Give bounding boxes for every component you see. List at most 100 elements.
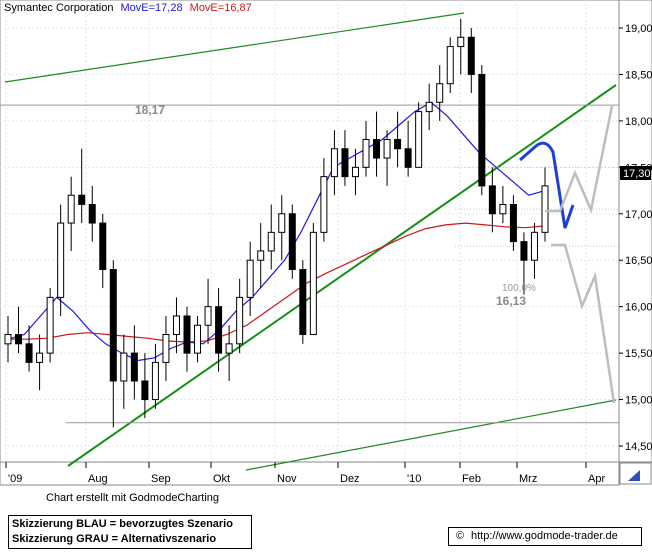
chart-header: Symantec Corporation MovE=17,28 MovE=16,… [4, 2, 252, 14]
candle-body [36, 352, 44, 363]
x-tick-label: Sep [151, 473, 171, 485]
blue-scenario-path [519, 141, 575, 229]
candle-body [67, 194, 75, 224]
candles [4, 18, 549, 428]
copyright-icon: © [455, 530, 465, 542]
y-tick-label: 15,50 [625, 348, 652, 360]
candle-body [25, 343, 33, 363]
source-link[interactable]: © http://www.godmode-trader.de [448, 527, 642, 546]
candle-body [194, 324, 202, 354]
moving-averages [7, 101, 546, 362]
candle-body [488, 185, 496, 215]
candle-body [172, 315, 180, 336]
candle-body [204, 306, 212, 326]
candle-body [78, 194, 86, 205]
grid [0, 0, 619, 462]
candle-body [88, 203, 96, 224]
source-url[interactable]: http://www.godmode-trader.de [471, 530, 618, 542]
candle-body [362, 138, 370, 168]
candle-body [109, 269, 117, 382]
candle-body [520, 241, 528, 261]
chart-credit: Chart erstellt mit GodmodeCharting [46, 492, 220, 504]
scenario-sketches [519, 105, 616, 404]
candle-body [530, 231, 538, 261]
support-trendline [67, 84, 617, 467]
scenario-legend: Skizzierung BLAU = bevorzugtes Szenario … [8, 515, 252, 549]
candle-body [299, 269, 307, 336]
candle-body [320, 176, 328, 233]
x-tick-label: Okt [213, 473, 230, 485]
candle-body [467, 36, 475, 75]
ma-red-label: MovE=16,87 [190, 2, 252, 14]
candle-body [541, 185, 549, 233]
candle-body [415, 111, 423, 168]
y-tick-label: 18,00 [625, 116, 652, 128]
candle-body [373, 138, 381, 159]
trend-lines [4, 12, 617, 471]
y-axis-panel [618, 0, 652, 463]
last-price-tag [620, 166, 651, 180]
instrument-name: Symantec Corporation [4, 2, 113, 14]
legend-line-gray: Skizzierung GRAU = Alternativszenario [12, 533, 217, 545]
ma-blue-label: MovE=17,28 [121, 2, 183, 14]
y-tick-label: 19,00 [625, 23, 652, 35]
x-axis-scroll-button[interactable] [619, 462, 652, 485]
candle-body [404, 148, 412, 168]
candle-body [383, 138, 391, 159]
moving-average-line [8, 222, 546, 343]
candle-body [478, 73, 486, 187]
candle-body [15, 334, 23, 345]
y-tick-label: 16,50 [625, 255, 652, 267]
x-tick-label: Mrz [519, 473, 537, 485]
candle-body [457, 36, 465, 48]
candle-body [330, 148, 338, 178]
candle-body [46, 296, 54, 354]
last-price-value: 17,30 [623, 168, 651, 180]
legend-line-blue: Skizzierung BLAU = bevorzugtes Szenario [12, 518, 233, 530]
gray-scenario-path-down [551, 243, 616, 404]
x-tick-label: Nov [277, 473, 297, 485]
candle-body [130, 352, 138, 382]
candle-body [509, 203, 517, 243]
x-axis-ticks: '09 Aug Sep Okt Nov Dez '10 Feb Mrz Apr [5, 462, 605, 485]
candle-body [257, 250, 265, 261]
candle-body [225, 343, 233, 354]
moving-average-line [7, 101, 546, 362]
x-tick-label: Dez [340, 473, 360, 485]
level-label-1817: 18,17 [135, 103, 165, 117]
lower-channel-line [245, 399, 617, 471]
candle-body [141, 380, 149, 401]
x-axis-panel [0, 461, 620, 486]
candle-body [215, 306, 223, 354]
candle-body [151, 361, 159, 401]
upper-channel-line [4, 12, 465, 83]
candle-body [99, 222, 107, 271]
x-tick-label: Feb [462, 473, 481, 485]
candle-body [183, 315, 191, 354]
candle-body [499, 203, 507, 215]
x-tick-label: '09 [8, 473, 22, 485]
fib-pct-label: 100,0% [502, 283, 536, 294]
gray-scenario-path-up [545, 105, 614, 215]
x-tick-label: Apr [588, 473, 605, 485]
fib-value-label: 16,13 [496, 294, 526, 308]
y-tick-label: 14,50 [625, 441, 652, 453]
candle-body [341, 148, 349, 178]
candle-body [162, 334, 170, 363]
candle-body [236, 296, 244, 345]
candle-body [436, 83, 444, 103]
candle-body [278, 213, 286, 233]
candle-body [446, 46, 454, 85]
candle-body [309, 231, 317, 336]
candle-body [267, 231, 275, 252]
x-tick-label: Aug [88, 473, 108, 485]
candle-body [394, 138, 402, 150]
y-tick-label: 17,00 [625, 209, 652, 221]
candle-body [4, 334, 12, 345]
candle-body [57, 222, 65, 298]
candle-body [288, 213, 296, 271]
y-tick-label: 15,00 [625, 395, 652, 407]
candle-body [351, 166, 359, 178]
x-tick-label: '10 [407, 473, 421, 485]
